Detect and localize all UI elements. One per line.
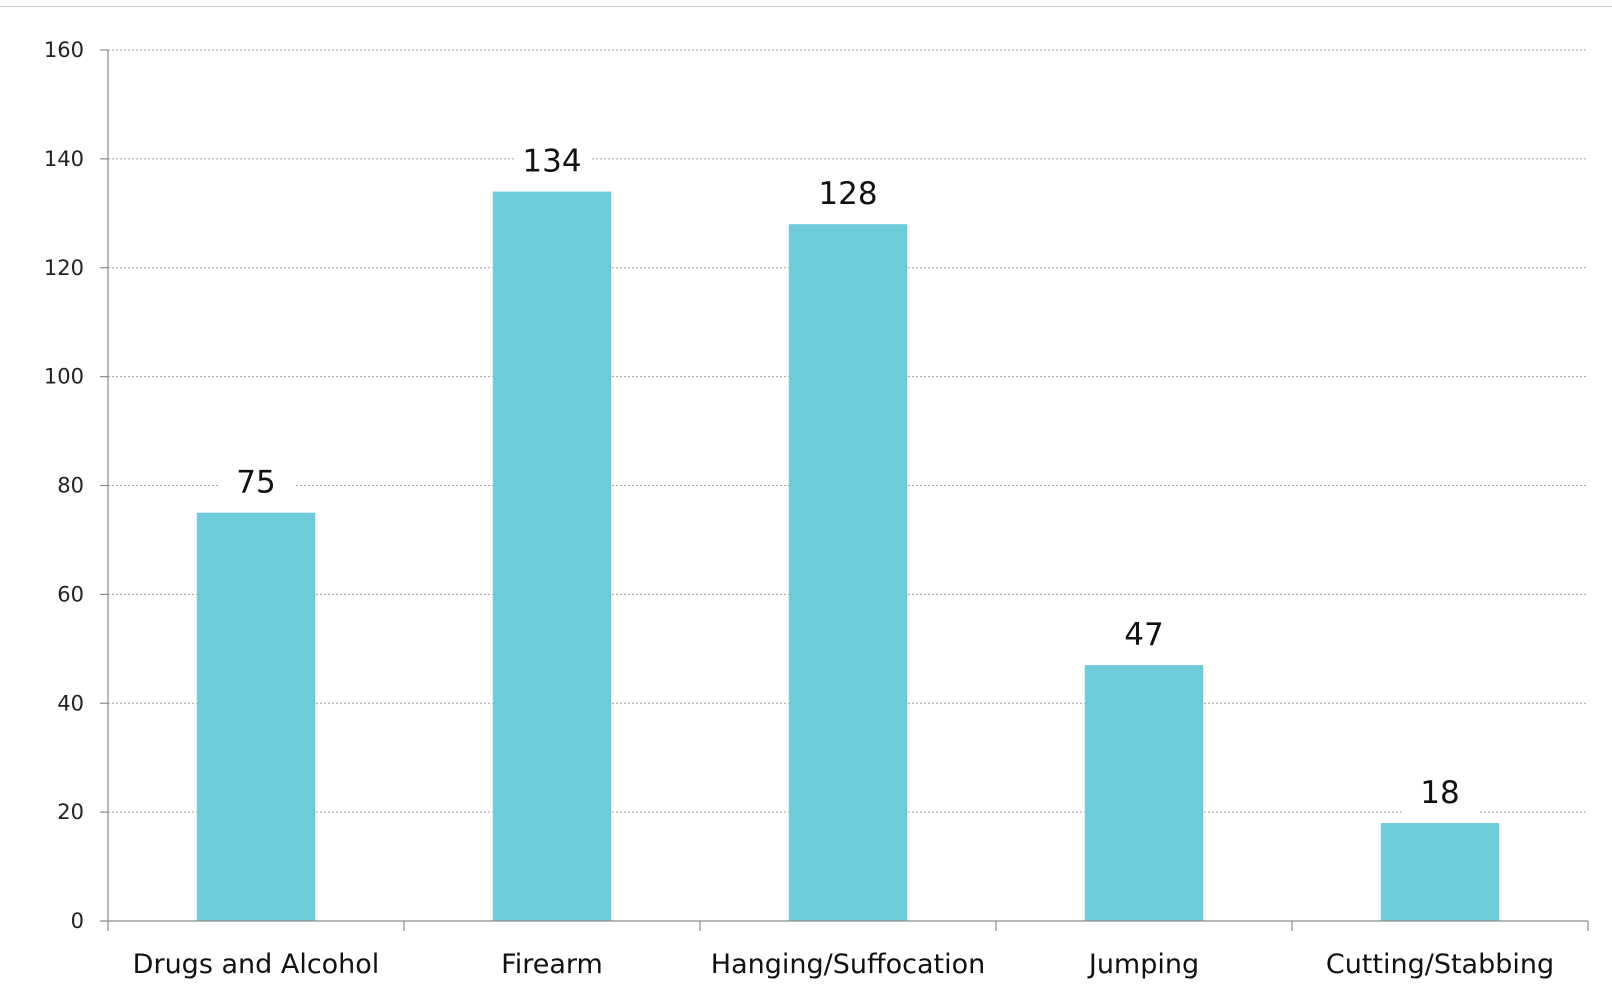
labels: 0 20 40 60 80 100 120 140 160 75 Drugs and Alcohol… (44, 38, 1554, 980)
category-label: Cutting/Stabbing (1326, 949, 1554, 980)
data-label-background (1402, 773, 1478, 814)
bar (492, 191, 612, 922)
y-tick-label: 100 (44, 365, 84, 389)
bar (1084, 665, 1204, 921)
y-tick-label: 140 (44, 147, 84, 171)
data-label-background (514, 141, 590, 182)
category-label: Hanging/Suffocation (711, 949, 985, 980)
bar (788, 224, 908, 921)
data-label: 134 (522, 144, 581, 180)
category-label: Jumping (1087, 949, 1199, 980)
data-label-background (218, 462, 294, 503)
data-label: 47 (1124, 617, 1163, 653)
y-tick-label: 40 (57, 691, 84, 715)
y-tick-label: 20 (57, 800, 84, 824)
axes (100, 49, 1589, 931)
data-label-background (810, 174, 886, 215)
data-label: 18 (1420, 775, 1459, 811)
data-label-background (1106, 615, 1182, 656)
y-tick-label: 0 (71, 909, 84, 933)
bar (196, 512, 316, 921)
category-label: Firearm (501, 949, 603, 980)
bars (196, 191, 1500, 922)
y-tick-label: 60 (57, 582, 84, 606)
top-border-line (0, 6, 1612, 7)
category-label: Drugs and Alcohol (133, 949, 380, 980)
y-tick-label: 120 (44, 256, 84, 280)
data-label: 128 (818, 176, 877, 212)
y-tick-label: 80 (57, 474, 84, 498)
data-label: 75 (236, 465, 275, 501)
y-tick-label: 160 (44, 38, 84, 62)
bar (1380, 823, 1500, 921)
